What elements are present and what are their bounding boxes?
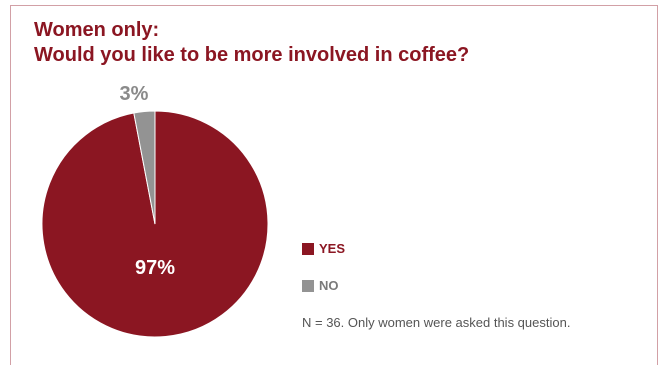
pie-label-yes: 97% bbox=[135, 257, 175, 279]
legend-item-no: NO bbox=[302, 277, 345, 294]
chart-legend: YES NO bbox=[302, 240, 345, 314]
pie-slices bbox=[41, 110, 269, 338]
pie-labels: 97% 3% bbox=[120, 83, 176, 279]
legend-label-yes: YES bbox=[319, 241, 346, 256]
chart-title-line-2: Would you like to be more involved in co… bbox=[34, 44, 470, 66]
legend-label-no: NO bbox=[319, 278, 339, 293]
pie-label-no: 3% bbox=[120, 83, 149, 105]
pie-slice-no bbox=[133, 110, 156, 225]
chart-title-line-1: Women only: bbox=[34, 19, 160, 41]
chart-frame bbox=[10, 5, 658, 365]
sample-note: N = 36. Only women were asked this quest… bbox=[302, 315, 571, 330]
legend-swatch-no bbox=[302, 279, 314, 292]
legend-item-yes: YES bbox=[302, 240, 345, 257]
legend-swatch-yes bbox=[302, 242, 314, 255]
chart-title: Women only: Would you like to be more in… bbox=[34, 18, 469, 68]
